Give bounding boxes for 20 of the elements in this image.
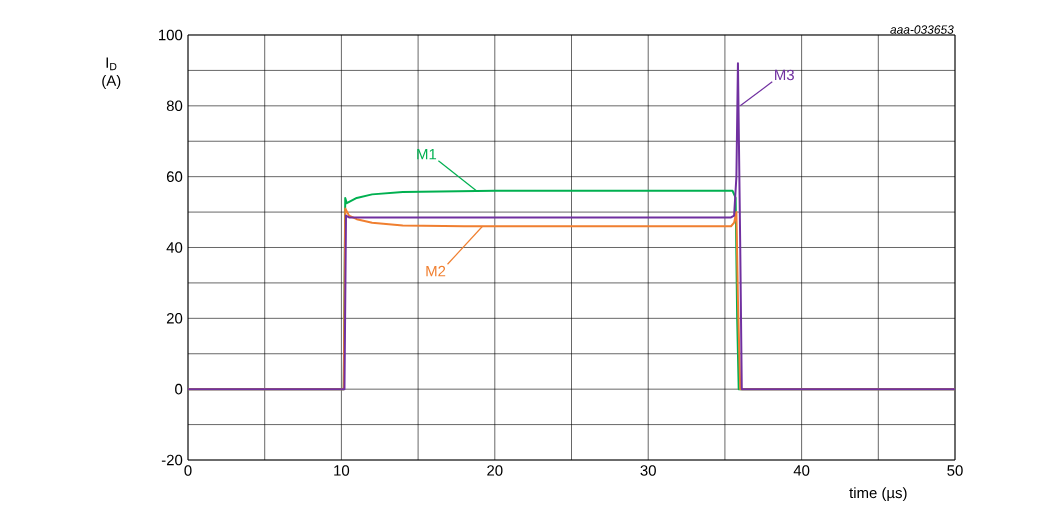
- x-tick-label: 30: [640, 465, 656, 476]
- x-tick-label: 20: [487, 465, 503, 476]
- y-tick-label: 40: [166, 242, 183, 253]
- y-tick-label: 0: [175, 383, 183, 395]
- x-axis-title: time (µs): [849, 487, 907, 502]
- annotation: M2: [426, 265, 446, 277]
- y-axis-title: I$_{D}$ (A): [102, 57, 121, 89]
- y-tick-label: 80: [166, 100, 183, 112]
- y-tick-label: -20: [161, 454, 183, 466]
- x-tick-label: 10: [334, 465, 350, 476]
- x-tick-label: 40: [793, 465, 810, 476]
- text: aaa-033653: [890, 25, 954, 34]
- y-tick-label: 20: [166, 313, 183, 324]
- annotation: M3: [775, 69, 794, 81]
- line-series: [187, 62, 957, 391]
- y-tick-label: 60: [166, 171, 183, 182]
- y-tick-label: 100: [159, 29, 183, 41]
- annotation: M1: [417, 148, 437, 160]
- x-tick-label: 0: [184, 465, 192, 476]
- x-tick-label: 50: [947, 465, 963, 476]
